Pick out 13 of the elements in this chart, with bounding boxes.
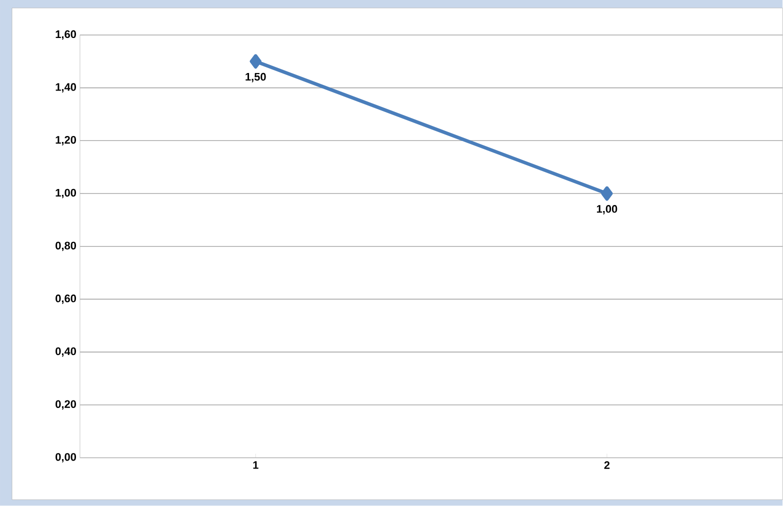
x-tick-label: 2 <box>604 461 610 470</box>
y-tick-label: 0,40 <box>56 348 76 357</box>
data-label: 1,50 <box>246 73 266 82</box>
y-tick-label: 0,80 <box>56 242 76 252</box>
y-tick-label: 0,20 <box>56 400 76 410</box>
y-tick-label: 0,60 <box>56 294 76 304</box>
x-tick-label: 1 <box>253 461 258 469</box>
y-tick-label: 1,40 <box>56 83 76 93</box>
y-tick-label: 1,00 <box>56 188 76 198</box>
y-tick-label: 1,60 <box>56 30 76 40</box>
y-tick-label: 1,20 <box>56 136 76 146</box>
y-tick-label: 0,00 <box>56 453 76 463</box>
data-label: 1,00 <box>596 205 618 215</box>
